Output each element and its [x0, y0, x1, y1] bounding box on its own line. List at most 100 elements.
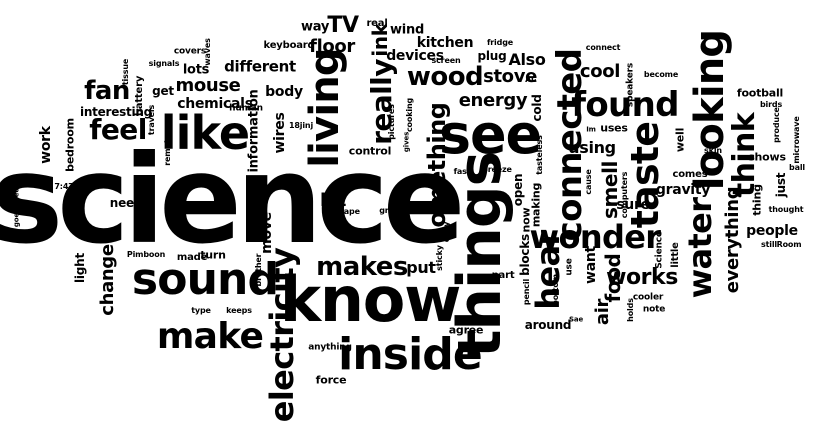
word-air: air	[592, 298, 613, 326]
word-looking: looking	[687, 29, 733, 191]
word-Sae: Sae	[568, 315, 584, 324]
word-shows: shows	[748, 150, 786, 164]
word-mouse: mouse	[175, 75, 241, 96]
word-different: different	[224, 57, 296, 76]
word-now: now	[519, 207, 533, 233]
word-screen: screen	[431, 56, 461, 65]
word-Pimboon: Pimboon	[126, 250, 166, 259]
word-interesting: interesting	[79, 105, 153, 119]
word-open: open	[511, 173, 525, 207]
word-Im: Im	[586, 125, 596, 134]
word-great: great	[379, 206, 403, 215]
word-comes: comes	[672, 169, 708, 180]
word-wood: wood	[406, 62, 484, 92]
word-uses: uses	[600, 121, 628, 135]
word-AC: AC	[525, 75, 537, 84]
word-brother: brother	[254, 253, 263, 287]
word-agree: agree	[448, 323, 484, 337]
word-thing: thing	[750, 184, 764, 216]
word-devices: devices	[386, 48, 444, 64]
word-change: change	[97, 244, 118, 316]
word-works: works	[606, 265, 678, 290]
word-lots: lots	[182, 62, 210, 78]
word-just: just	[774, 172, 788, 198]
word-food: food	[601, 253, 625, 303]
word-body: body	[265, 84, 303, 100]
word-way: way	[300, 19, 330, 35]
word-waves: waves	[203, 38, 212, 66]
word-anything: anything	[308, 342, 352, 353]
word-wind: wind	[390, 22, 424, 38]
word-Room: Room	[776, 240, 802, 249]
word-connect: connect	[585, 43, 621, 52]
word-lot: lot	[319, 190, 347, 211]
word-bedroom: bedroom	[63, 118, 77, 172]
word-fridge: fridge	[486, 38, 514, 47]
word-become: become	[643, 70, 679, 79]
word-Teon: Teon	[12, 183, 21, 201]
word-tasteless: tasteless	[535, 135, 544, 175]
word-human: human	[229, 103, 263, 114]
word-cooler: cooler	[632, 292, 664, 303]
word-produce: produce	[772, 107, 781, 143]
word-microwave: microwave	[792, 116, 801, 164]
word-ball: ball	[789, 163, 805, 172]
word-gives: gives	[402, 131, 411, 153]
word-sure: sure	[616, 197, 650, 213]
word-fan: fan	[84, 76, 130, 106]
word-made: made	[176, 252, 208, 263]
word-turn: turn	[200, 248, 226, 262]
word-remote: remote	[163, 134, 172, 166]
word-light: light	[73, 253, 87, 283]
word-fast: fast	[453, 167, 471, 176]
word-see: see	[438, 103, 542, 166]
word-energy: energy	[458, 90, 528, 111]
word-inside: inside	[338, 329, 483, 380]
word-feel: feel	[89, 113, 147, 146]
word-part: part	[491, 270, 515, 281]
word-sticky: sticky	[435, 245, 444, 271]
word-floor: floor	[309, 36, 355, 57]
word-birds: birds	[759, 100, 783, 109]
word-found: found	[571, 85, 679, 125]
word-chemicals: chemicals	[177, 96, 253, 112]
word-know: know	[279, 263, 462, 336]
word-using: using	[568, 138, 616, 157]
word-type: type	[191, 306, 211, 315]
word-cooking: cooking	[405, 97, 414, 133]
word-travels: travels	[147, 104, 156, 136]
word-blocks: blocks	[518, 234, 532, 276]
word-makes: makes	[316, 252, 408, 282]
word-wonder: wonder	[529, 218, 662, 256]
word-water: water	[681, 197, 719, 299]
word-gravity: gravity	[655, 182, 711, 198]
word-holds: holds	[626, 298, 635, 322]
word-well: well	[673, 127, 687, 153]
word-control: control	[348, 144, 392, 158]
word-TV: TV	[327, 13, 359, 38]
word-tape: tape	[340, 207, 360, 216]
word-make: make	[156, 316, 264, 357]
word-living: living	[302, 48, 348, 168]
word-pencil: pencil	[522, 278, 531, 306]
word-time: 7:47	[54, 182, 74, 191]
word-covers: covers	[173, 46, 207, 57]
word-Science: Science	[654, 231, 665, 269]
word-move: move	[259, 212, 275, 254]
word-keeps: keeps	[226, 306, 252, 315]
word-plug: plug	[477, 49, 507, 63]
word-electricity: electricity	[263, 247, 301, 421]
word-force: force	[315, 373, 347, 387]
word-pictures: pictures	[387, 104, 396, 140]
word-18jinj: 18jinj	[288, 121, 314, 130]
word-computers: computers	[620, 171, 629, 219]
word-use: use	[564, 258, 575, 276]
word-thought: thought	[768, 205, 804, 214]
word-like: like	[160, 106, 250, 160]
word-kitchen: kitchen	[416, 35, 474, 51]
word-note: note	[642, 304, 666, 315]
word-football: football	[736, 86, 784, 100]
word-everything: everything	[722, 186, 743, 294]
word-wires: wires	[272, 112, 288, 154]
